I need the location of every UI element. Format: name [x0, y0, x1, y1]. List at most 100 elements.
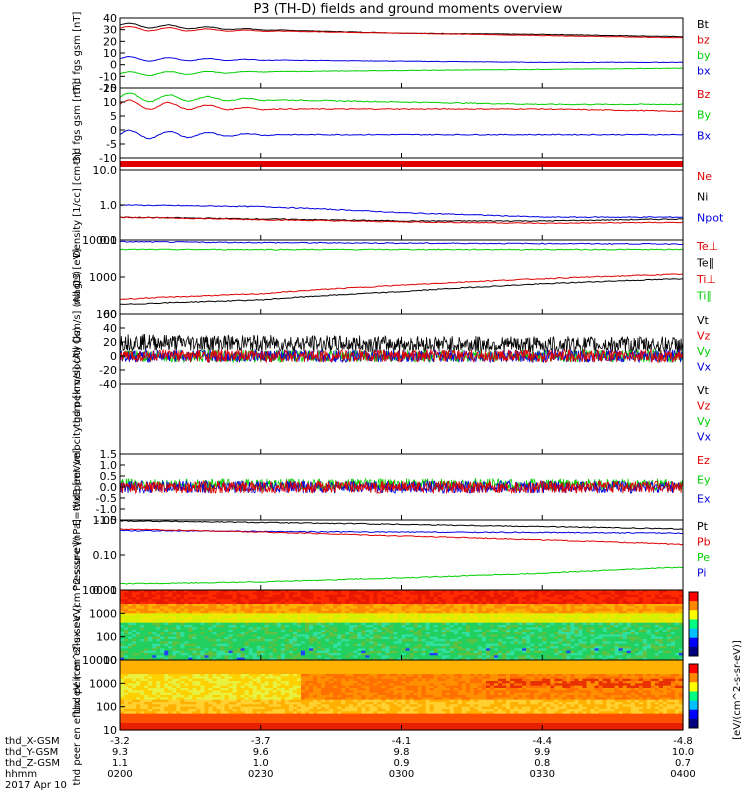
heatmap-cell	[345, 608, 350, 612]
heatmap-cell	[357, 646, 362, 649]
heatmap-cell	[558, 667, 563, 670]
heatmap-cell	[236, 641, 242, 645]
heatmap-cell	[481, 594, 487, 598]
heatmap-cell	[437, 660, 443, 663]
heatmap-cell	[176, 590, 181, 593]
heatmap-cell	[200, 615, 206, 619]
heatmap-cell	[670, 604, 676, 607]
heatmap-cell	[622, 611, 628, 614]
heatmap-cell	[550, 650, 555, 654]
heatmap-cell	[602, 592, 608, 596]
heatmap-cell	[586, 650, 592, 654]
heatmap-cell	[473, 639, 479, 642]
heatmap-cell	[337, 657, 342, 661]
heatmap-cell	[606, 592, 612, 596]
heatmap-cell	[389, 632, 395, 635]
heatmap-cell	[445, 662, 451, 666]
heatmap-cell	[132, 597, 137, 600]
legend-2: Bx	[697, 129, 712, 142]
heatmap-cell	[433, 634, 439, 638]
y-tick-label: 0	[110, 59, 117, 72]
heatmap-cell	[502, 664, 507, 668]
heatmap-cell	[248, 615, 254, 619]
heatmap-cell	[184, 625, 189, 628]
heatmap-cell	[309, 625, 314, 628]
heatmap-cell	[284, 615, 290, 619]
heatmap-cell	[341, 597, 346, 600]
heatmap-cell	[140, 664, 145, 668]
heatmap-cell	[236, 627, 242, 631]
heatmap-cell	[264, 611, 270, 614]
heatmap-cell	[397, 599, 403, 603]
heatmap-cell	[437, 590, 443, 593]
heatmap-cell	[461, 608, 467, 612]
heatmap-cell	[216, 592, 222, 596]
heatmap-cell	[522, 636, 527, 640]
heatmap-cell	[662, 639, 668, 642]
heatmap-cell	[280, 599, 286, 603]
heatmap-cell	[562, 660, 567, 663]
heatmap-cell	[477, 634, 483, 638]
heatmap-cell	[357, 590, 362, 593]
heatmap-cell	[280, 664, 286, 668]
heatmap-cell	[650, 604, 656, 607]
heatmap-cell	[184, 660, 189, 663]
heatmap-cell	[433, 667, 439, 670]
heatmap-cell	[300, 657, 306, 661]
heatmap-cell	[514, 660, 519, 663]
heatmap-cell	[417, 653, 423, 656]
heatmap-cell	[252, 643, 258, 647]
heatmap-cell	[614, 618, 620, 621]
heatmap-cell	[317, 664, 322, 668]
heatmap-cell	[445, 594, 451, 598]
heatmap-cell	[385, 660, 391, 663]
heatmap-cell	[192, 643, 198, 647]
heatmap-cell	[144, 641, 149, 645]
heatmap-cell	[598, 592, 604, 596]
heatmap-cell	[566, 601, 571, 605]
heatmap-cell	[449, 606, 455, 610]
heatmap-cell	[260, 632, 266, 635]
heatmap-cell	[132, 669, 137, 673]
heatmap-cell	[172, 599, 177, 603]
heatmap-cell	[192, 641, 198, 645]
heatmap-cell	[449, 660, 455, 663]
heatmap-cell	[562, 643, 567, 647]
heatmap-cell	[457, 629, 463, 633]
heatmap-cell	[272, 615, 278, 619]
heatmap-cell	[292, 653, 298, 656]
heatmap-cell	[385, 667, 391, 670]
heatmap-cell	[260, 613, 266, 617]
heatmap-cell	[514, 643, 519, 647]
heatmap-cell	[220, 590, 226, 593]
series-Vz	[119, 348, 684, 364]
heatmap-cell	[256, 667, 262, 670]
heatmap-cell	[341, 648, 346, 652]
heatmap-cell	[268, 636, 274, 640]
heatmap-cell	[300, 597, 306, 600]
heatmap-cell	[313, 627, 318, 631]
heatmap-cell	[268, 639, 274, 642]
heatmap-cell	[292, 601, 298, 605]
heatmap-cell	[594, 606, 600, 610]
heatmap-cell	[180, 641, 185, 645]
heatmap-cell	[506, 606, 511, 610]
heatmap-cell	[228, 650, 234, 654]
heatmap-cell	[276, 618, 282, 621]
heatmap-cell	[538, 646, 543, 649]
heatmap-cell	[128, 667, 133, 670]
heatmap-cell	[674, 606, 680, 610]
heatmap-cell	[272, 590, 278, 593]
heatmap-cell	[212, 604, 218, 607]
heatmap-cell	[481, 629, 487, 633]
heatmap-cell	[413, 627, 419, 631]
heatmap-cell	[385, 594, 391, 598]
heatmap-cell	[674, 625, 680, 628]
heatmap-cell	[176, 643, 181, 647]
heatmap-cell	[361, 618, 366, 621]
heatmap-cell	[678, 604, 684, 607]
heatmap-cell	[296, 599, 302, 603]
heatmap-cell	[578, 648, 584, 652]
heatmap-cell	[578, 601, 584, 605]
heatmap-cell	[489, 662, 495, 666]
